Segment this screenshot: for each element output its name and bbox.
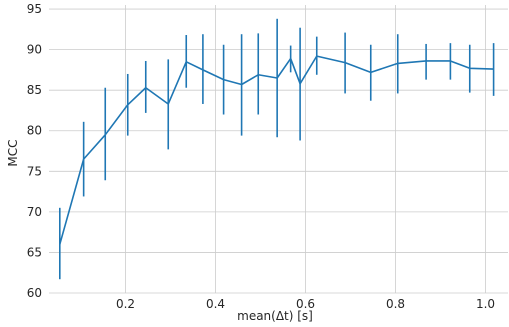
error-bars [58, 18, 495, 280]
series-lines [59, 55, 494, 245]
y-tick-label: 85 [27, 83, 42, 97]
y-tick-label: 60 [27, 286, 42, 300]
x-tick-label: 0.6 [296, 297, 315, 311]
x-tick-label: 0.4 [206, 297, 225, 311]
y-tick-label: 65 [27, 245, 42, 259]
y-tick-label: 90 [27, 43, 42, 57]
x-tick-label: 0.2 [116, 297, 135, 311]
y-tick-label: 70 [27, 205, 42, 219]
grid [49, 5, 508, 294]
y-axis-label: MCC [6, 139, 20, 166]
y-tick-labels: 60 65 70 75 80 85 90 95 [27, 2, 42, 300]
x-tick-label: 1.0 [476, 297, 495, 311]
x-tick-label: 0.8 [386, 297, 405, 311]
series-line [59, 55, 494, 245]
x-axis-label: mean(Δt) [s] [237, 309, 313, 323]
y-tick-label: 75 [27, 164, 42, 178]
x-tick-labels: 0.2 0.4 0.6 0.8 1.0 [116, 297, 495, 311]
y-tick-label: 95 [27, 2, 42, 16]
y-tick-label: 80 [27, 124, 42, 138]
